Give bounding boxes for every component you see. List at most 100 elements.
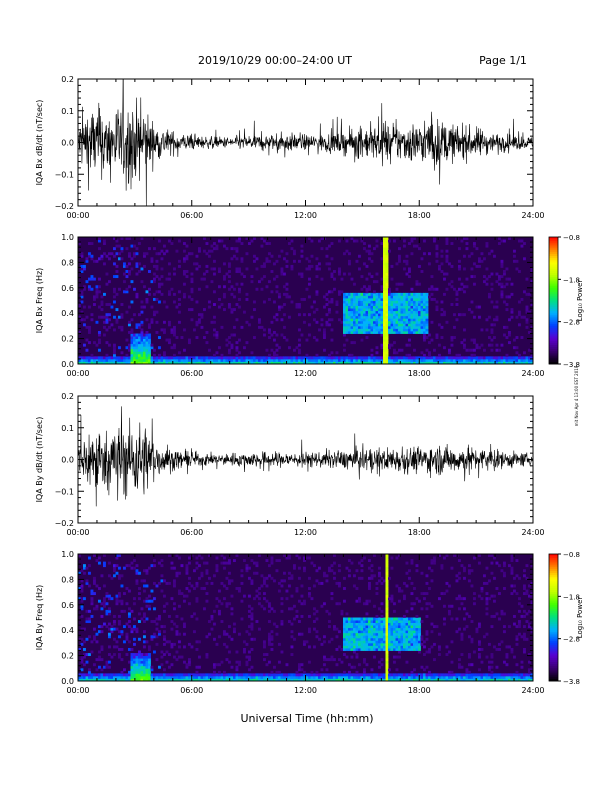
heatmap-cell: [328, 640, 331, 644]
heatmap-cell: [303, 599, 306, 603]
heatmap-cell: [123, 592, 126, 596]
heatmap-cell: [425, 358, 429, 362]
heatmap-cell: [388, 640, 391, 644]
heatmap-cell: [458, 361, 461, 365]
heatmap-cell: [218, 297, 221, 301]
heatmap-cell: [193, 361, 196, 365]
heatmap-cell: [198, 313, 201, 317]
heatmap-cell: [395, 300, 399, 304]
heatmap-cell: [88, 670, 91, 674]
heatmap-cell: [403, 300, 406, 304]
heatmap-cell: [150, 358, 154, 362]
heatmap-cell: [423, 252, 426, 256]
heatmap-cell: [190, 287, 194, 291]
heatmap-cell: [120, 675, 124, 679]
heatmap-cell: [205, 341, 209, 345]
heatmap-cell: [133, 675, 136, 679]
heatmap-cell: [380, 330, 384, 334]
heatmap-cell: [415, 315, 419, 319]
heatmap-cell: [403, 356, 406, 360]
heatmap-cell: [243, 356, 246, 360]
heatmap-cell: [155, 584, 159, 588]
heatmap-cell: [158, 252, 161, 256]
heatmap-cell: [503, 285, 506, 289]
heatmap-cell: [303, 361, 306, 365]
heatmap-cell: [398, 308, 401, 312]
heatmap-cell: [143, 358, 146, 362]
heatmap-cell: [355, 259, 359, 263]
heatmap-cell: [338, 239, 341, 243]
heatmap-cell: [140, 323, 144, 327]
heatmap-cell: [473, 353, 476, 357]
heatmap-cell: [98, 358, 101, 362]
heatmap-cell: [220, 561, 224, 565]
heatmap-cell: [343, 297, 346, 301]
heatmap-cell: [413, 305, 416, 309]
heatmap-cell: [118, 346, 121, 350]
heatmap-cell: [405, 330, 409, 334]
heatmap-cell: [78, 242, 81, 246]
heatmap-cell: [418, 635, 421, 639]
heatmap-cell: [195, 356, 199, 360]
heatmap-cell: [383, 252, 386, 256]
heatmap-cell: [368, 328, 371, 332]
colorbar-cell: [549, 349, 558, 352]
heatmap-cell: [385, 247, 389, 251]
heatmap-cell: [518, 310, 521, 314]
heatmap-cell: [153, 353, 156, 357]
heatmap-cell: [170, 242, 174, 246]
heatmap-cell: [93, 259, 96, 263]
heatmap-cell: [383, 333, 386, 337]
heatmap-cell: [403, 625, 406, 629]
heatmap-cell: [430, 356, 434, 360]
heatmap-cell: [205, 356, 209, 360]
heatmap-cell: [170, 663, 174, 667]
heatmap-cell: [123, 609, 126, 613]
heatmap-cell: [308, 259, 311, 263]
heatmap-cell: [298, 599, 301, 603]
heatmap-cell: [135, 670, 139, 674]
heatmap-cell: [490, 675, 494, 679]
heatmap-cell: [383, 254, 386, 258]
heatmap-cell: [508, 341, 511, 345]
heatmap-cell: [235, 673, 239, 677]
heatmap-cell: [410, 607, 414, 611]
heatmap-cell: [330, 272, 334, 276]
heatmap-cell: [145, 660, 149, 664]
heatmap-cell: [260, 678, 264, 682]
heatmap-cell: [430, 579, 434, 583]
heatmap-cell: [78, 673, 81, 677]
heatmap-cell: [205, 264, 209, 268]
heatmap-cell: [478, 675, 481, 679]
heatmap-cell: [410, 673, 414, 677]
heatmap-cell: [140, 663, 144, 667]
heatmap-cell: [168, 272, 171, 276]
heatmap-cell: [160, 678, 164, 682]
heatmap-cell: [140, 653, 144, 656]
heatmap-cell: [148, 353, 151, 357]
heatmap-cell: [143, 653, 146, 656]
heatmap-cell: [250, 579, 254, 583]
colorbar-tick-label: −1.8: [563, 276, 580, 284]
heatmap-cell: [400, 297, 404, 301]
heatmap-cell: [175, 361, 179, 365]
heatmap-cell: [428, 602, 431, 606]
heatmap-cell: [145, 665, 149, 669]
heatmap-cell: [378, 625, 381, 629]
heatmap-cell: [190, 645, 194, 649]
heatmap-cell: [383, 295, 386, 299]
heatmap-cell: [480, 589, 484, 593]
heatmap-cell: [140, 280, 144, 284]
heatmap-cell: [408, 640, 411, 644]
heatmap-cell: [380, 637, 384, 641]
heatmap-cell: [83, 356, 86, 360]
heatmap-cell: [78, 358, 81, 362]
heatmap-cell: [373, 655, 376, 659]
heatmap-cell: [398, 325, 401, 329]
heatmap-cell: [130, 673, 134, 677]
heatmap-cell: [168, 356, 171, 360]
heatmap-cell: [480, 675, 484, 679]
heatmap-cell: [365, 612, 369, 616]
heatmap-cell: [318, 361, 321, 365]
heatmap-cell: [380, 315, 384, 319]
